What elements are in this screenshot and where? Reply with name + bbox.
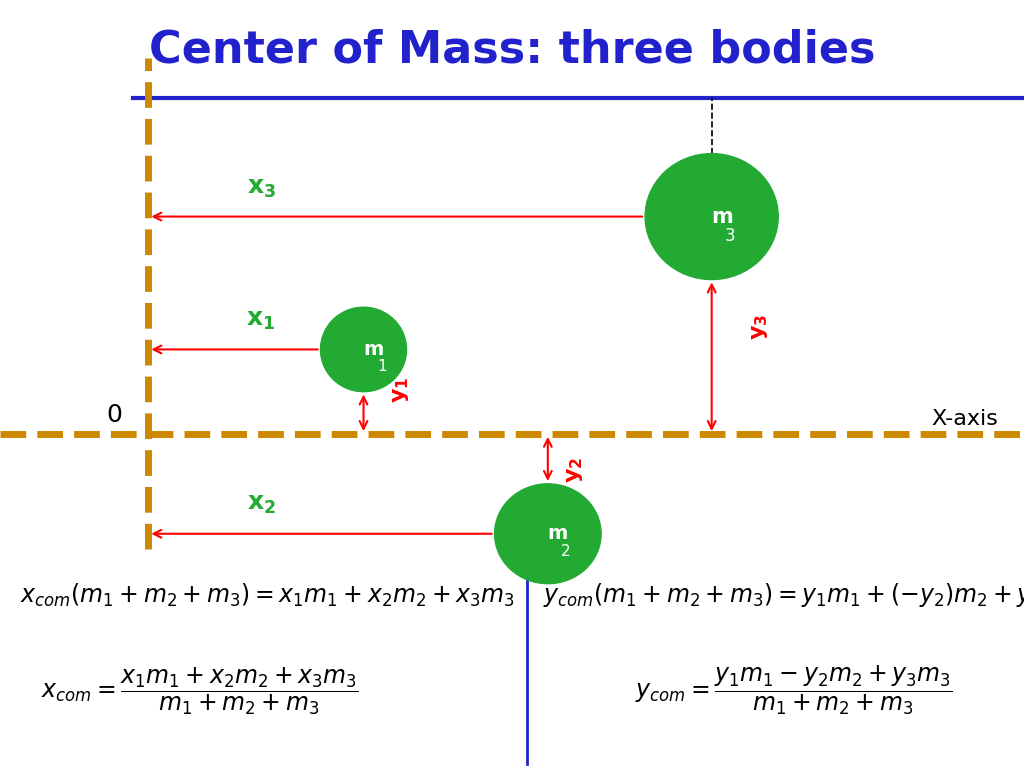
Text: $\mathbf{y_1}$: $\mathbf{y_1}$ [391,377,412,403]
Text: $\mathbf{y_3}$: $\mathbf{y_3}$ [750,313,770,339]
Text: $\mathbf{y_2}$: $\mathbf{y_2}$ [565,457,586,483]
Text: 3: 3 [725,227,735,244]
Text: $x_{com} = \dfrac{x_1m_1+x_2m_2+x_3m_3}{m_1+m_2+m_3}$: $x_{com} = \dfrac{x_1m_1+x_2m_2+x_3m_3}{… [41,665,358,717]
Text: $y_{com} = \dfrac{y_1m_1-y_2m_2+y_3m_3}{m_1+m_2+m_3}$: $y_{com} = \dfrac{y_1m_1-y_2m_2+y_3m_3}{… [635,665,952,717]
Text: m: m [712,207,733,227]
Text: X-axis: X-axis [932,409,998,429]
Ellipse shape [321,307,407,392]
Text: Center of Mass: three bodies: Center of Mass: three bodies [148,28,876,71]
Ellipse shape [495,484,601,584]
Text: 2: 2 [561,544,570,559]
Text: $\mathbf{x_3}$: $\mathbf{x_3}$ [247,176,275,200]
Text: $\mathbf{x_2}$: $\mathbf{x_2}$ [247,492,275,516]
Text: $\mathbf{x_1}$: $\mathbf{x_1}$ [247,308,275,332]
Text: 1: 1 [377,359,386,375]
Text: $x_{com}(m_1+m_2+m_3) = x_1m_1+x_2m_2+x_3m_3$: $x_{com}(m_1+m_2+m_3) = x_1m_1+x_2m_2+x_… [20,581,515,609]
Text: 0: 0 [106,402,123,427]
Text: $y_{com}(m_1+m_2+m_3) = y_1m_1+(-y_2)m_2+y_3m_3$: $y_{com}(m_1+m_2+m_3) = y_1m_1+(-y_2)m_2… [543,581,1024,609]
Text: m: m [548,525,568,543]
Text: m: m [364,340,384,359]
Ellipse shape [645,154,778,280]
